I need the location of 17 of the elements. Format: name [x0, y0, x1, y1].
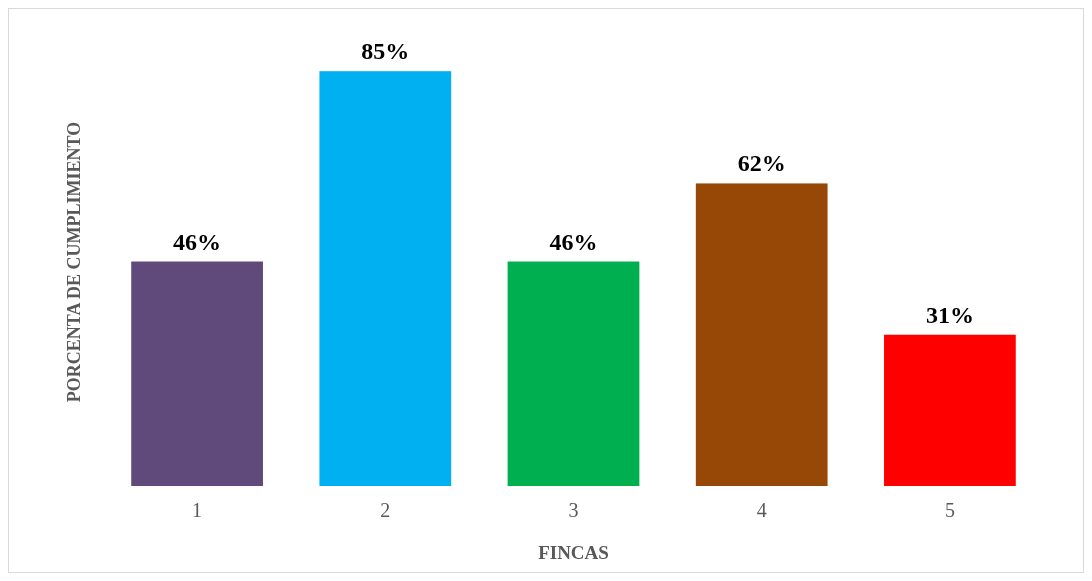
data-label: 62%	[737, 150, 786, 177]
bar	[695, 183, 828, 486]
x-tick-label: 2	[380, 499, 391, 521]
bar	[131, 261, 263, 486]
data-label: 85%	[361, 38, 410, 65]
bar	[507, 261, 640, 486]
bar	[319, 71, 452, 486]
x-tick-label: 5	[944, 499, 955, 521]
y-axis-title: PORCENTA DE CUMPLIMIENTO	[64, 121, 84, 403]
data-label: 46%	[173, 228, 222, 255]
x-tick-label: 1	[192, 499, 203, 521]
x-tick-label: 4	[756, 499, 767, 521]
data-label: 46%	[549, 228, 598, 255]
x-axis-title: FINCAS	[538, 542, 609, 563]
bar	[884, 334, 1016, 486]
x-tick-label: 3	[568, 499, 579, 521]
data-label: 31%	[925, 301, 974, 328]
